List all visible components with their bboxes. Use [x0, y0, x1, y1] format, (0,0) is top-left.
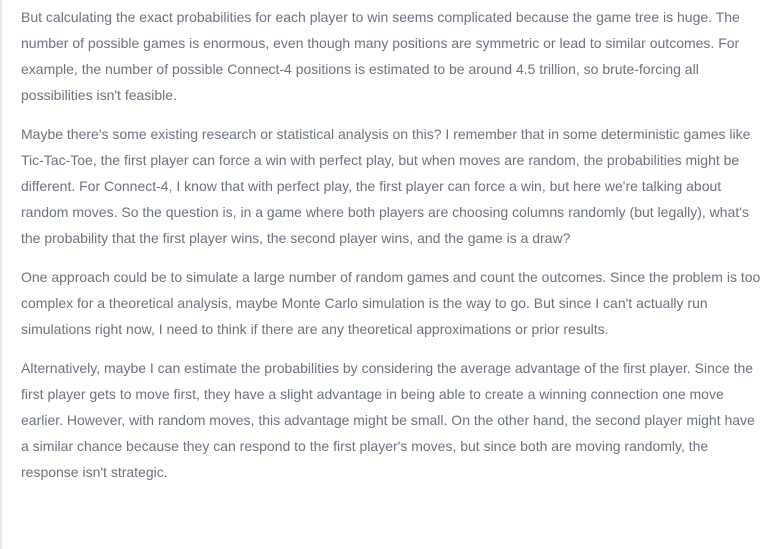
thinking-paragraph-4: Alternatively, maybe I can estimate the … [21, 360, 755, 480]
thinking-paragraph-3: One approach could be to simulate a larg… [21, 269, 761, 337]
thinking-paragraph-1: But calculating the exact probabilities … [21, 9, 740, 103]
thinking-paragraph-2: Maybe there's some existing research or … [21, 126, 751, 246]
